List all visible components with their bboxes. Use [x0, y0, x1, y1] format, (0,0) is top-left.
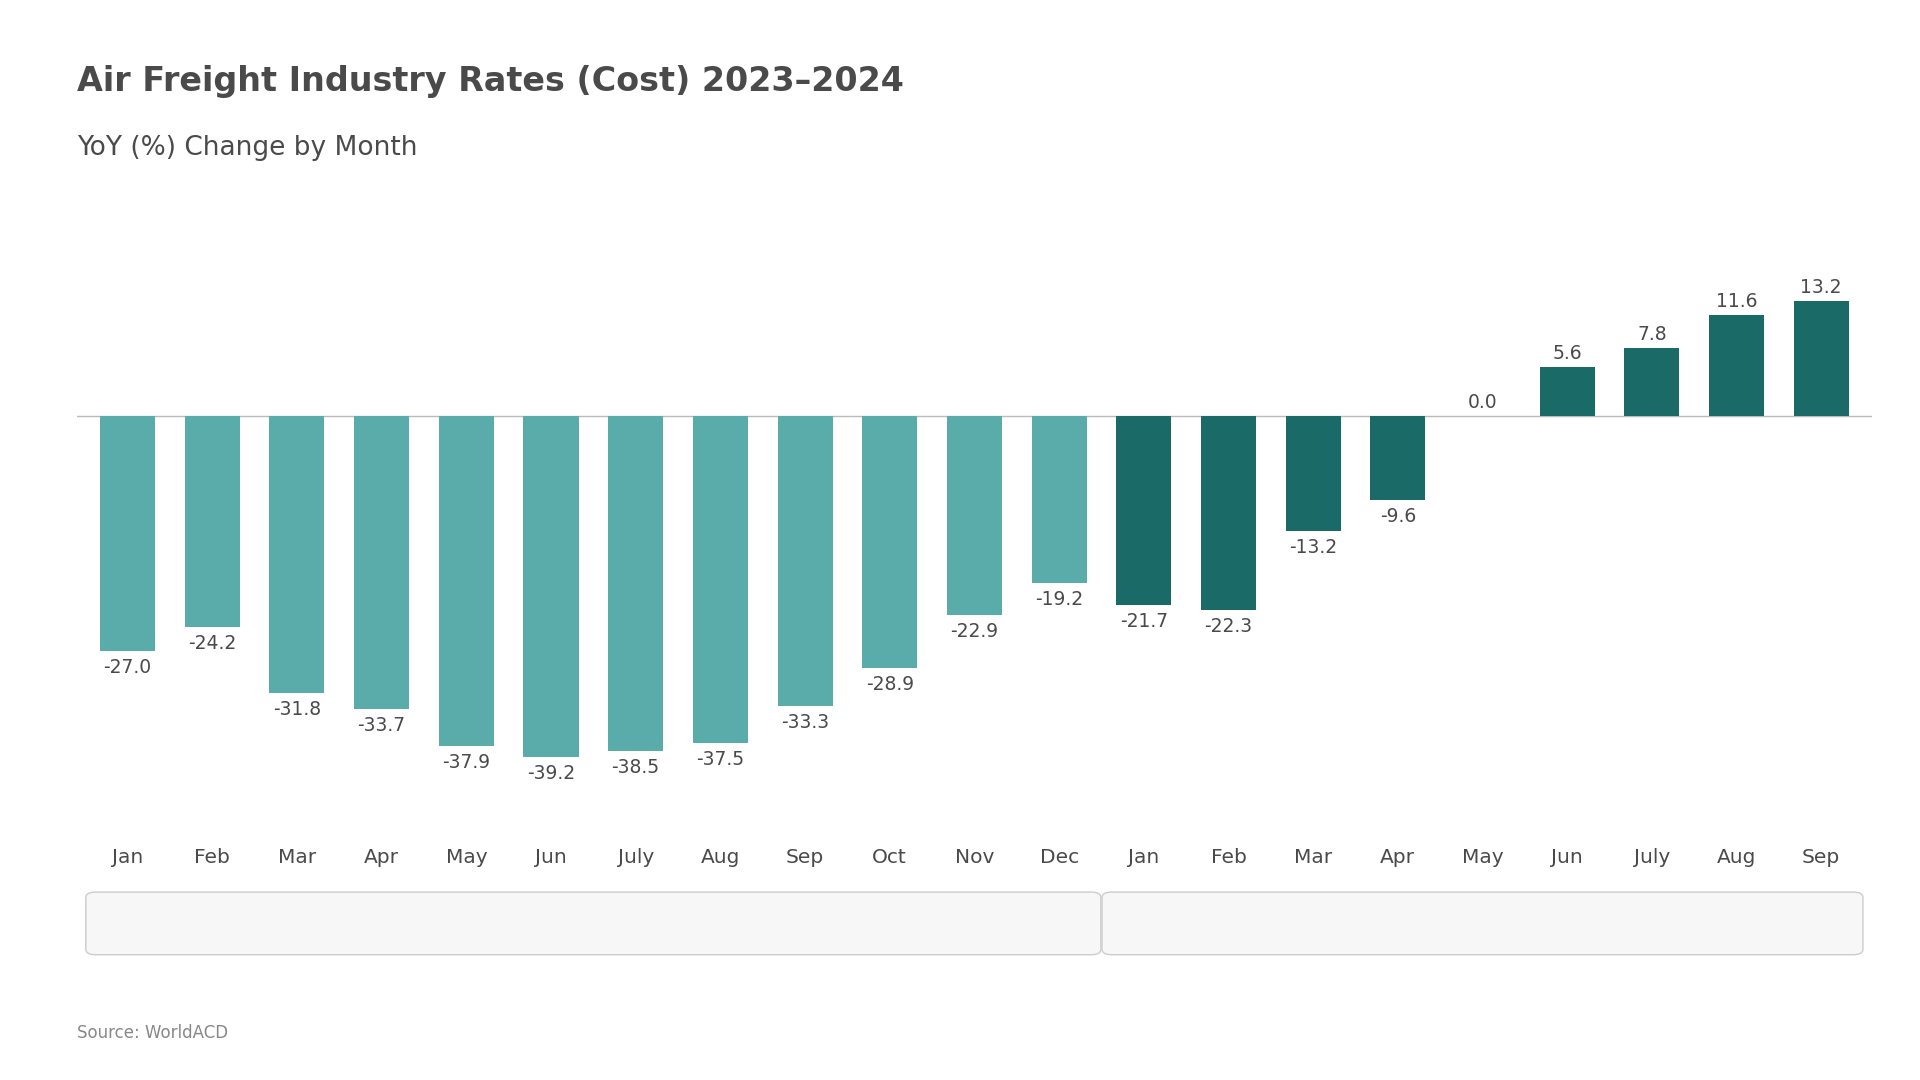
Text: May: May: [1461, 848, 1503, 867]
Text: 7.8: 7.8: [1638, 325, 1667, 343]
Bar: [1371, 416, 1425, 500]
Text: -24.2: -24.2: [188, 634, 236, 652]
Text: -31.8: -31.8: [273, 700, 321, 719]
Text: -33.3: -33.3: [781, 713, 829, 732]
Text: 11.6: 11.6: [1716, 292, 1757, 311]
Text: 2024: 2024: [1455, 914, 1509, 933]
Text: Mar: Mar: [1294, 848, 1332, 867]
Text: Dec: Dec: [1039, 848, 1079, 867]
Text: 2023: 2023: [566, 914, 620, 933]
Text: Jan: Jan: [1129, 848, 1160, 867]
Bar: [1624, 348, 1680, 416]
Text: Feb: Feb: [1210, 848, 1246, 867]
Text: 5.6: 5.6: [1553, 343, 1582, 363]
Text: -28.9: -28.9: [866, 675, 914, 693]
Text: Jan: Jan: [111, 848, 144, 867]
Text: Apr: Apr: [365, 848, 399, 867]
Text: -13.2: -13.2: [1288, 538, 1336, 557]
Bar: [609, 416, 662, 752]
Text: July: July: [618, 848, 655, 867]
Text: 13.2: 13.2: [1801, 278, 1841, 297]
Text: Mar: Mar: [278, 848, 317, 867]
Text: -33.7: -33.7: [357, 716, 405, 735]
Bar: [1793, 301, 1849, 416]
Text: -9.6: -9.6: [1380, 507, 1415, 526]
Text: Air Freight Industry Rates (Cost) 2023–2024: Air Freight Industry Rates (Cost) 2023–2…: [77, 65, 904, 98]
Text: Jun: Jun: [1551, 848, 1582, 867]
Text: Jun: Jun: [536, 848, 566, 867]
Bar: [1540, 367, 1596, 416]
Text: July: July: [1634, 848, 1670, 867]
Text: -21.7: -21.7: [1119, 612, 1167, 631]
Bar: [353, 416, 409, 710]
Text: -37.5: -37.5: [697, 750, 745, 769]
Text: Oct: Oct: [872, 848, 906, 867]
Bar: [100, 416, 156, 651]
Text: May: May: [445, 848, 488, 867]
Bar: [1709, 315, 1764, 416]
Text: Sep: Sep: [1803, 848, 1839, 867]
Text: 0.0: 0.0: [1467, 393, 1498, 411]
Text: Aug: Aug: [1716, 848, 1757, 867]
Text: YoY (%) Change by Month: YoY (%) Change by Month: [77, 135, 417, 161]
Bar: [1200, 416, 1256, 610]
Bar: [778, 416, 833, 706]
Bar: [1116, 416, 1171, 605]
Text: Nov: Nov: [954, 848, 995, 867]
Text: -22.3: -22.3: [1204, 617, 1252, 636]
Bar: [947, 416, 1002, 616]
Text: Source: WorldACD: Source: WorldACD: [77, 1024, 228, 1042]
Text: -37.9: -37.9: [442, 753, 490, 772]
Bar: [524, 416, 578, 757]
Text: -22.9: -22.9: [950, 622, 998, 642]
Bar: [440, 416, 493, 746]
Text: Sep: Sep: [785, 848, 824, 867]
Bar: [269, 416, 324, 693]
Text: -38.5: -38.5: [612, 758, 660, 778]
Text: -39.2: -39.2: [526, 765, 576, 783]
Bar: [1031, 416, 1087, 583]
Text: Feb: Feb: [194, 848, 230, 867]
Bar: [1286, 416, 1340, 531]
Text: -19.2: -19.2: [1035, 590, 1083, 609]
Bar: [862, 416, 918, 667]
Bar: [184, 416, 240, 626]
Text: Apr: Apr: [1380, 848, 1415, 867]
Text: Aug: Aug: [701, 848, 739, 867]
Text: -27.0: -27.0: [104, 658, 152, 677]
Bar: [693, 416, 749, 743]
